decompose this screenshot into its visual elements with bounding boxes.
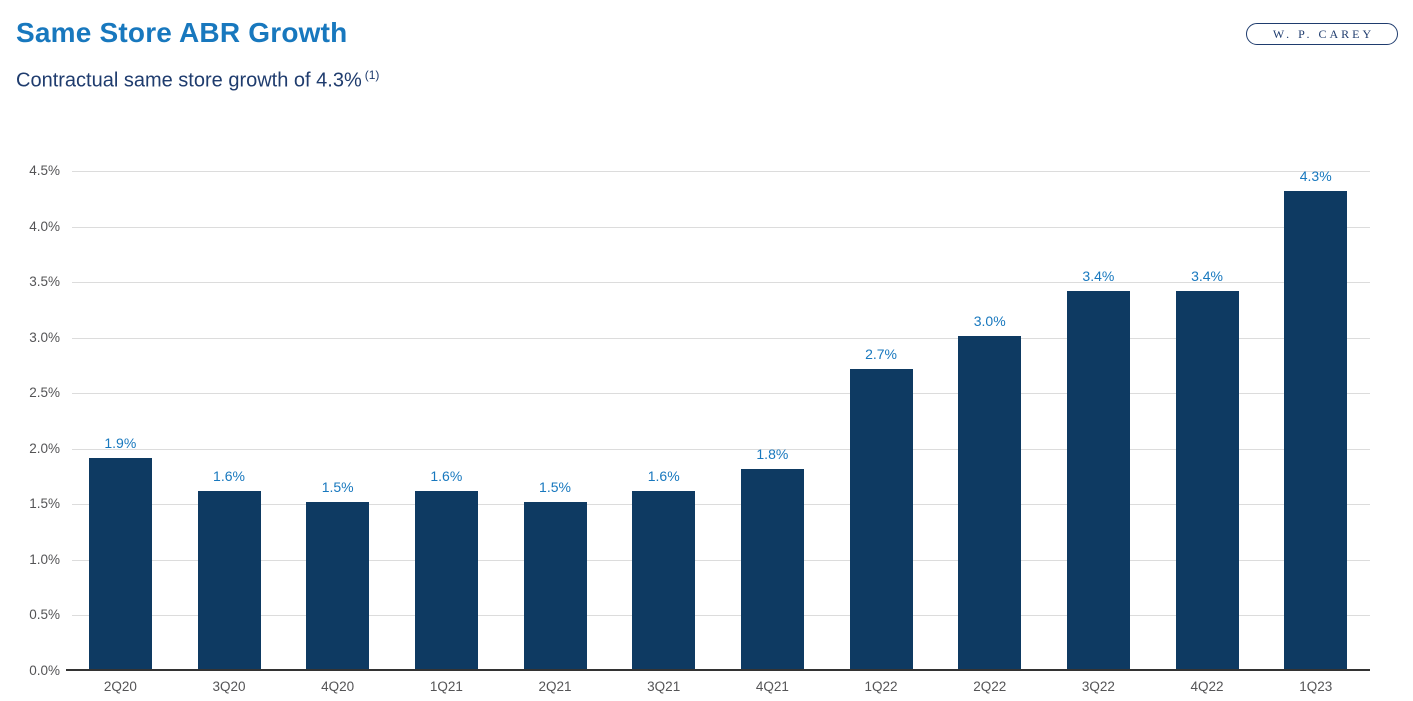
bar-1Q23: 4.3% bbox=[1284, 168, 1348, 669]
x-axis-labels: 2Q20 3Q20 4Q20 1Q21 2Q21 3Q21 4Q21 1Q22 2Q22 3Q22… bbox=[66, 679, 1370, 694]
bar-value-label-4Q20: 1.5% bbox=[321, 479, 354, 496]
x-axis-tick-label-2Q22: 2Q22 bbox=[973, 679, 1007, 694]
bar-2Q20: 1.9% bbox=[88, 435, 152, 669]
bar-slot-3Q21: 1.6% bbox=[609, 171, 718, 669]
bar-value-label-2Q22: 3.0% bbox=[973, 312, 1006, 329]
y-axis-tick-label: 2.0% bbox=[29, 440, 60, 456]
subtitle-text: Contractual same store growth of 4.3% bbox=[16, 69, 362, 92]
x-axis-tick-label-3Q22: 3Q22 bbox=[1081, 679, 1115, 694]
bar-4Q21: 1.8% bbox=[740, 446, 804, 669]
bar-1Q22: 2.7% bbox=[849, 346, 913, 669]
bar-3Q21: 1.6% bbox=[632, 468, 696, 669]
bar-value-label-4Q22: 3.4% bbox=[1191, 268, 1224, 285]
page-title: Same Store ABR Growth bbox=[16, 17, 348, 48]
bar-value-label-3Q21: 1.6% bbox=[647, 468, 680, 485]
wp-carey-logo: W. P. CAREY bbox=[1246, 23, 1398, 45]
y-axis-tick-label: 3.0% bbox=[29, 329, 60, 345]
bar-slot-2Q22: 3.0% bbox=[935, 171, 1044, 669]
bars-container: 1.9% 1.6% 1.5% 1.6% 1.5% 1.6% 1.8% 2.7% 3.0% 3.4%… bbox=[66, 168, 1370, 669]
bar-slot-3Q22: 3.4% bbox=[1044, 171, 1153, 669]
bar-value-label-3Q22: 3.4% bbox=[1082, 268, 1115, 285]
gridline-2.0% bbox=[72, 448, 1370, 450]
bar-4Q22: 3.4% bbox=[1175, 268, 1239, 669]
x-axis-tick-label-4Q22: 4Q22 bbox=[1190, 679, 1224, 694]
bar-value-label-2Q20: 1.9% bbox=[104, 434, 137, 451]
bar-slot-1Q22: 2.7% bbox=[827, 171, 936, 669]
bar-3Q20: 1.6% bbox=[197, 468, 261, 669]
logo-text: W. P. CAREY bbox=[1272, 26, 1375, 41]
x-axis-tick-label-1Q21: 1Q21 bbox=[429, 679, 463, 694]
x-axis-tick-label-2Q20: 2Q20 bbox=[103, 679, 137, 694]
x-axis-tick-label-1Q22: 1Q22 bbox=[864, 679, 898, 694]
y-axis-tick-label: 3.5% bbox=[29, 274, 60, 290]
gridline-1.0% bbox=[72, 559, 1370, 561]
y-axis-labels: 4.5% 4.0% 3.5% 3.0% 2.5% 2.0% 1.5% 1.0% 0.5% 0.0% bbox=[0, 0, 60, 701]
bar-4Q20: 1.5% bbox=[306, 479, 370, 669]
gridline-0.5% bbox=[72, 615, 1370, 617]
bar-2Q22: 3.0% bbox=[958, 313, 1022, 669]
bar-slot-1Q21: 1.6% bbox=[392, 171, 501, 669]
bar-slot-4Q20: 1.5% bbox=[283, 171, 392, 669]
x-axis-tick-label-2Q21: 2Q21 bbox=[538, 679, 572, 694]
bar-value-label-1Q21: 1.6% bbox=[430, 468, 463, 485]
y-axis-tick-label: 0.0% bbox=[29, 663, 60, 678]
y-axis-tick-label: 2.5% bbox=[29, 385, 60, 401]
x-axis-tick-label-1Q23: 1Q23 bbox=[1299, 679, 1333, 694]
x-axis-tick-label-3Q20: 3Q20 bbox=[212, 679, 246, 694]
gridline-3.5% bbox=[72, 282, 1370, 284]
bar-value-label-1Q22: 2.7% bbox=[865, 346, 897, 362]
bar-slot-4Q22: 3.4% bbox=[1153, 171, 1262, 669]
gridline-3.0% bbox=[72, 337, 1370, 339]
bar-slot-4Q21: 1.8% bbox=[718, 171, 827, 669]
gridline-2.5% bbox=[72, 393, 1370, 395]
bar-3Q22: 3.4% bbox=[1066, 268, 1130, 669]
gridline-1.5% bbox=[72, 504, 1370, 506]
bar-slot-3Q20: 1.6% bbox=[175, 171, 284, 669]
bar-value-label-4Q21: 1.8% bbox=[756, 446, 789, 462]
gridline-4.0% bbox=[72, 226, 1370, 228]
x-axis-tick-label-4Q20: 4Q20 bbox=[321, 679, 355, 694]
bar-value-label-2Q21: 1.5% bbox=[539, 479, 571, 496]
bar-slot-2Q20: 1.9% bbox=[66, 171, 175, 669]
bar-2Q21: 1.5% bbox=[523, 479, 587, 669]
x-axis-tick-label-3Q21: 3Q21 bbox=[647, 679, 681, 694]
bar-slot-2Q21: 1.5% bbox=[501, 171, 610, 669]
y-axis-tick-label: 0.5% bbox=[29, 607, 60, 623]
footnote-marker: (1) bbox=[364, 68, 380, 82]
gridline-4.5% bbox=[72, 171, 1370, 172]
bar-1Q21: 1.6% bbox=[414, 468, 478, 669]
bar-value-label-3Q20: 1.6% bbox=[213, 468, 245, 485]
y-axis-tick-label: 4.5% bbox=[29, 163, 60, 178]
y-axis-tick-label: 1.5% bbox=[29, 496, 60, 512]
y-axis-tick-label: 4.0% bbox=[29, 218, 60, 234]
y-axis-tick-label: 1.0% bbox=[29, 551, 60, 567]
x-axis-tick-label-4Q21: 4Q21 bbox=[755, 679, 789, 694]
plot-area: 1.9% 1.6% 1.5% 1.6% 1.5% 1.6% 1.8% 2.7% 3.0% 3.4%… bbox=[66, 168, 1370, 671]
page-subtitle: Contractual same store growth of 4.3% (1) bbox=[16, 68, 379, 93]
bar-value-label-1Q23: 4.3% bbox=[1299, 168, 1332, 185]
bar-slot-1Q23: 4.3% bbox=[1261, 168, 1370, 669]
